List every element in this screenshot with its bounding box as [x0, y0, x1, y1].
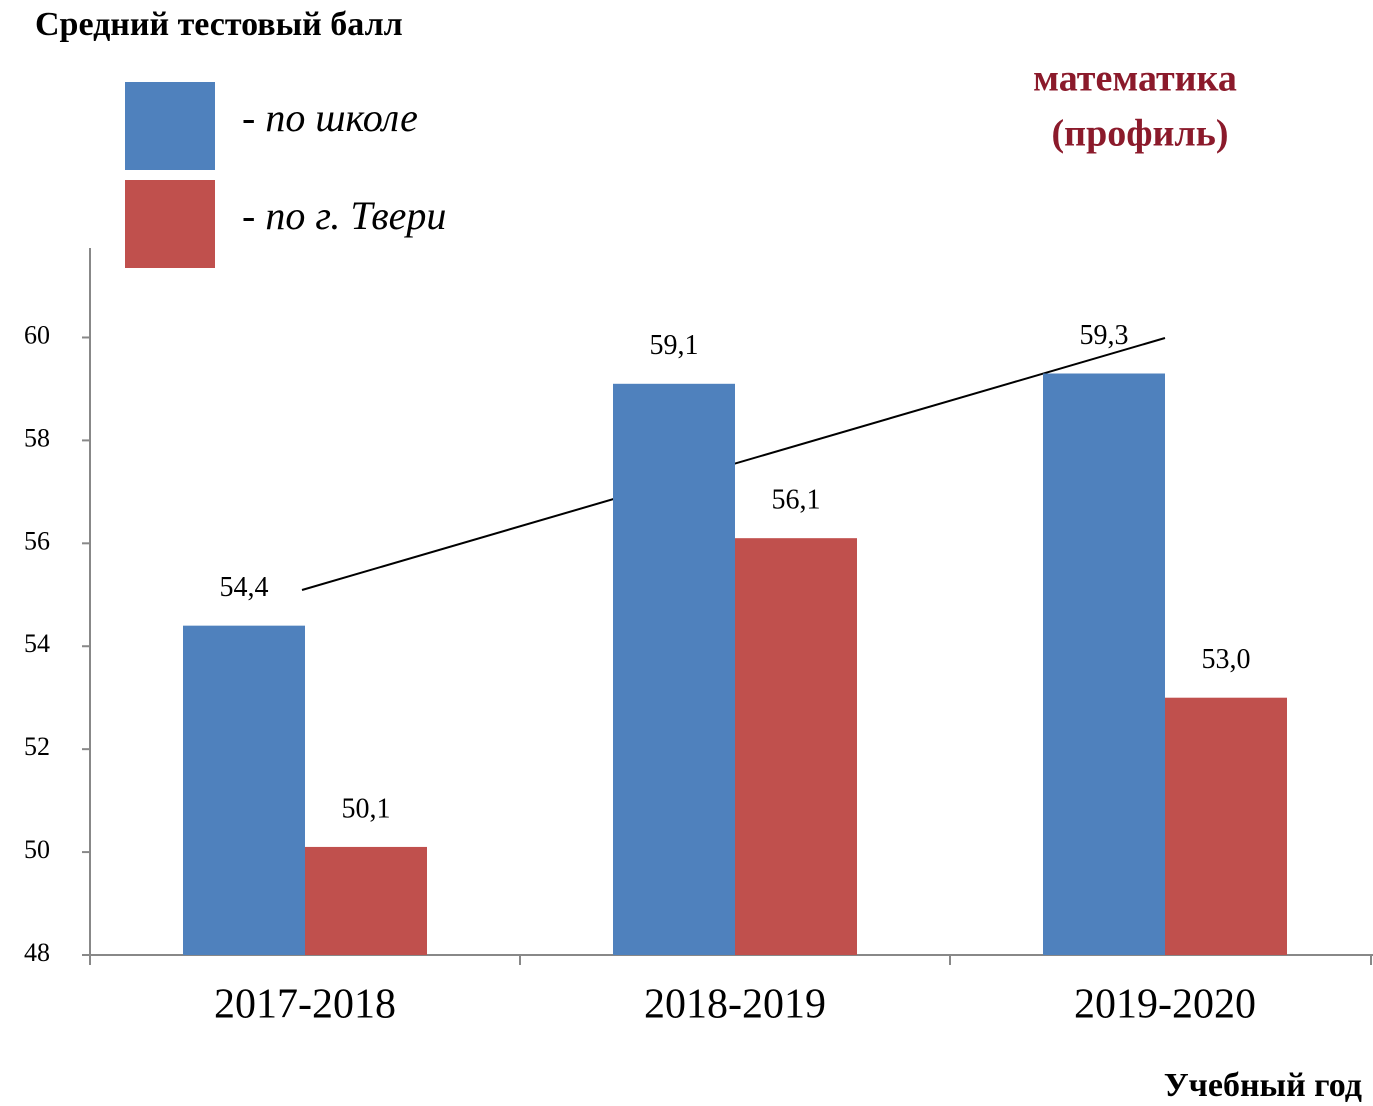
category-separators [89, 955, 1372, 965]
data-label: 56,1 [772, 485, 821, 516]
bar [735, 538, 857, 955]
data-label: 50,1 [342, 793, 391, 824]
x-tick-label: 2017-2018 [214, 982, 396, 1028]
legend-swatch [125, 82, 215, 170]
y-tick-label: 48 [24, 938, 50, 967]
y-tick-label: 60 [24, 320, 50, 349]
x-axis-label: Учебный год [1164, 1067, 1362, 1104]
legend-label: - по школе [242, 95, 418, 140]
y-tick-label: 58 [24, 423, 50, 452]
legend-swatch [125, 180, 215, 268]
bar [613, 383, 735, 955]
x-tick-label: 2019-2020 [1074, 982, 1256, 1028]
y-tick-label: 54 [24, 629, 50, 658]
bar [305, 846, 427, 955]
legend-label: - по г. Твери [242, 193, 446, 238]
subtitle: математика [1033, 58, 1237, 100]
y-tick-label: 52 [24, 732, 50, 761]
data-label: 54,4 [220, 572, 269, 603]
x-tick-label: 2018-2019 [644, 982, 826, 1028]
bar [1165, 697, 1287, 955]
data-label: 53,0 [1202, 644, 1251, 675]
chart-title: Средний тестовый балл [35, 6, 403, 43]
subtitle: (профиль) [1052, 113, 1229, 155]
y-tick-label: 50 [24, 835, 50, 864]
y-tick-label: 56 [24, 526, 50, 555]
bar [1043, 373, 1165, 955]
data-label: 59,3 [1080, 320, 1129, 351]
data-label: 59,1 [650, 330, 699, 361]
bar [183, 625, 305, 955]
